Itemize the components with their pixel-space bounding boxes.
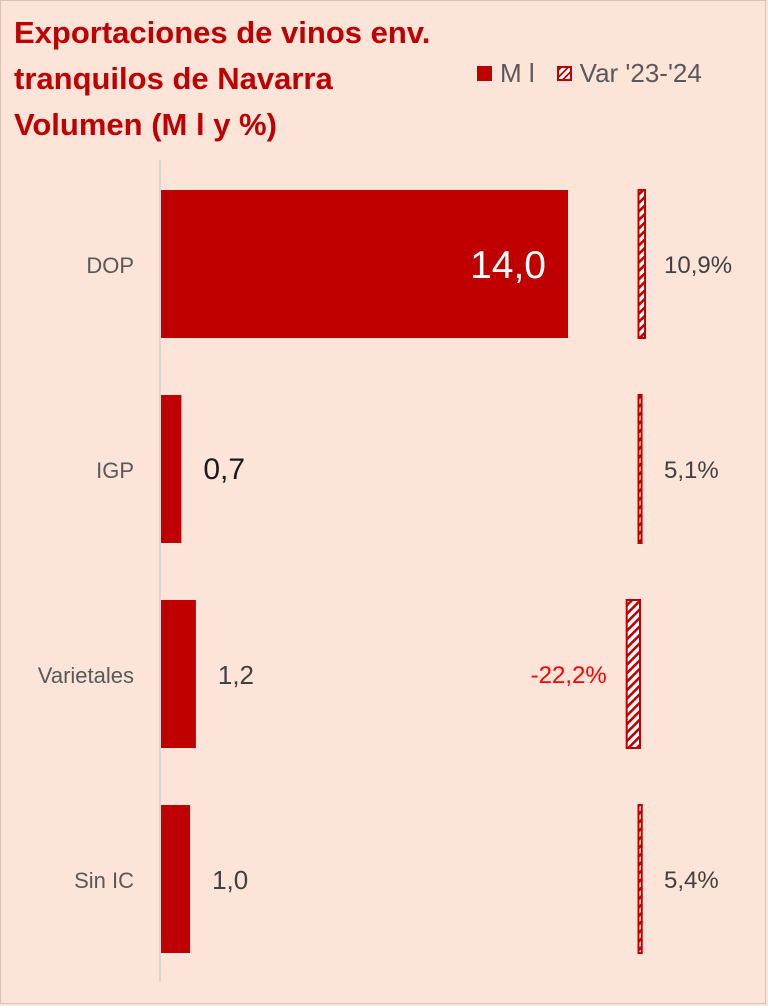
title-line1-bold: vinos env. — [281, 15, 431, 50]
variation-label-sin-ic: 5,4% — [664, 867, 719, 894]
volume-label-varietales: 1,2 — [218, 660, 254, 690]
chart-title: Exportaciones de vinos env. tranquilos d… — [14, 10, 430, 148]
volume-bar-igp — [161, 395, 182, 543]
title-line3: Volumen (M l y %) — [14, 107, 277, 142]
volume-bar-sin-ic — [161, 805, 191, 953]
variation-bar-varietales — [625, 599, 641, 749]
variation-bar-dop — [637, 189, 647, 339]
volume-bar-dop — [161, 190, 568, 338]
chart-legend: M l Var '23-'24 — [477, 58, 724, 89]
title-line2-normal: de Navarra — [163, 61, 333, 96]
legend-item-volume: M l — [477, 58, 535, 89]
variation-bar-igp — [637, 394, 643, 544]
category-label-igp: IGP — [96, 458, 134, 483]
volume-label-dop: 14,0 — [470, 244, 546, 287]
legend-swatch-volume — [477, 66, 492, 81]
title-line1-normal: Exportaciones de — [14, 15, 282, 50]
volume-bar-varietales — [161, 600, 196, 748]
title-line2-bold: tranquilos — [14, 61, 164, 96]
volume-label-sin-ic: 1,0 — [212, 865, 248, 895]
category-label-varietales: Varietales — [38, 663, 134, 688]
legend-item-variation: Var '23-'24 — [556, 58, 702, 89]
legend-label-volume: M l — [500, 58, 535, 88]
category-label-dop: DOP — [86, 253, 134, 278]
variation-label-varietales: -22,2% — [531, 662, 607, 689]
variation-label-igp: 5,1% — [664, 457, 719, 484]
legend-label-variation: Var '23-'24 — [579, 58, 702, 88]
variation-label-dop: 10,9% — [664, 252, 732, 279]
legend-swatch-variation — [556, 66, 572, 81]
volume-label-igp: 0,7 — [203, 453, 245, 486]
category-label-sin-ic: Sin IC — [74, 868, 134, 893]
variation-bar-sin-ic — [637, 804, 643, 954]
